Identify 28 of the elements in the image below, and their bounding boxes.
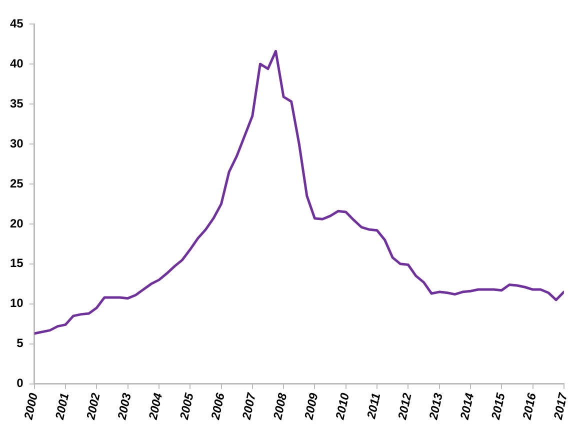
x-tick-label: 2012	[394, 391, 414, 422]
x-tick-label: 2006	[208, 391, 228, 422]
x-tick-label: 2005	[176, 391, 196, 422]
x-tick-label: 2017	[550, 390, 570, 422]
y-tick-label: 20	[10, 216, 24, 230]
x-tick-label: 2014	[457, 391, 477, 422]
y-tick-label: 45	[10, 16, 24, 30]
y-tick-label: 15	[10, 256, 24, 270]
y-tick-label: 35	[10, 96, 24, 110]
y-tick-label: 5	[16, 336, 24, 350]
x-tick-label: 2016	[519, 391, 540, 422]
x-tick-label: 2007	[239, 390, 259, 422]
x-tick-label: 2008	[270, 391, 290, 422]
y-tick-label: 0	[16, 376, 24, 390]
x-tick-label: 2004	[146, 391, 166, 422]
x-tick-label: 2013	[426, 391, 446, 422]
x-tick-label: 2002	[83, 391, 103, 422]
y-tick-label: 30	[10, 136, 24, 150]
x-tick-label: 2000	[21, 391, 41, 422]
x-tick-label: 2011	[364, 391, 384, 421]
y-tick-label: 40	[10, 56, 24, 70]
x-tick-label: 2010	[332, 391, 352, 422]
x-tick-label: 2009	[301, 391, 321, 422]
x-tick-label: 2003	[114, 391, 134, 422]
x-tick-label: 2001	[52, 391, 72, 422]
y-tick-label: 25	[10, 176, 24, 190]
y-tick-label: 10	[10, 296, 24, 310]
x-tick-label: 2015	[488, 391, 508, 422]
